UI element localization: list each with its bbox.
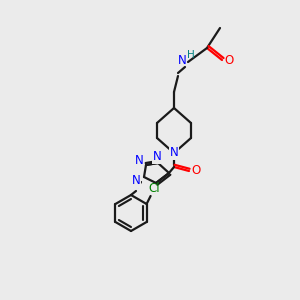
Text: N: N: [169, 146, 178, 160]
Text: O: O: [224, 53, 234, 67]
Text: N: N: [178, 55, 186, 68]
Text: O: O: [191, 164, 201, 176]
Text: H: H: [187, 50, 195, 60]
Text: Cl: Cl: [149, 182, 161, 196]
Text: N: N: [153, 151, 161, 164]
Text: N: N: [135, 154, 143, 167]
Text: N: N: [132, 175, 140, 188]
